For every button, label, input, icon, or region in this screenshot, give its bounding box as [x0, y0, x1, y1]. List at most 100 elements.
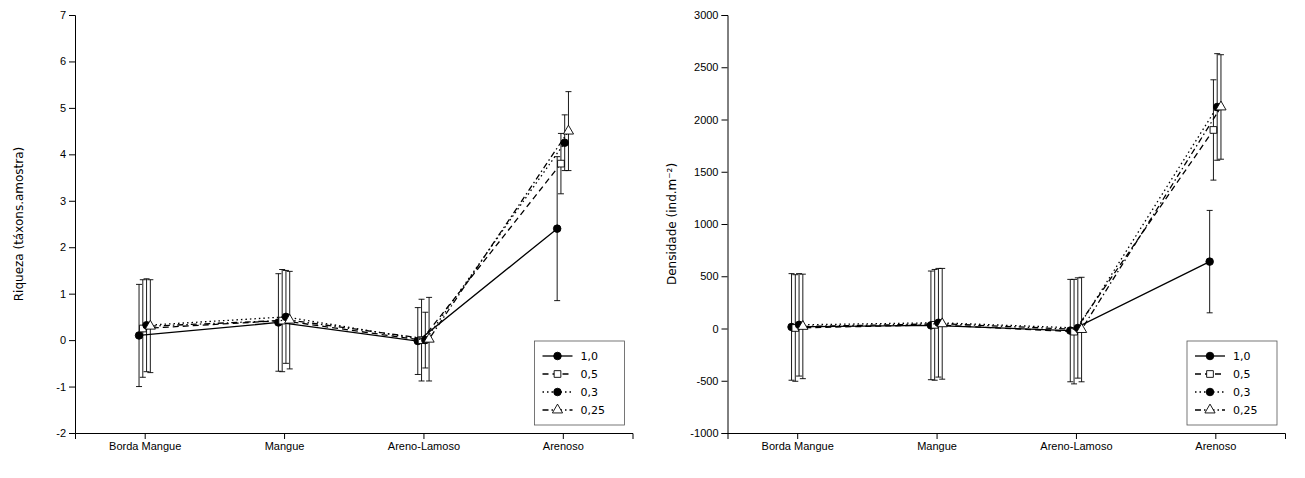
- y-axis: -1000-500050010001500200025003000: [690, 9, 728, 439]
- series-line: [139, 229, 557, 341]
- legend-box: [535, 341, 625, 425]
- x-tick-mark: [1076, 433, 1077, 439]
- marker: [561, 139, 569, 147]
- y-tick-mark: [722, 15, 728, 16]
- error-bar: [562, 115, 568, 171]
- y-tick-label: 6: [60, 55, 66, 67]
- marker: [1216, 101, 1226, 110]
- y-tick-label: 1000: [694, 218, 718, 230]
- x-tick: Borda Mangue: [109, 433, 181, 452]
- y-tick: 3000: [694, 9, 727, 21]
- y-tick: 1500: [694, 166, 727, 178]
- y-tick-mark: [69, 387, 75, 388]
- y-tick: -1000: [690, 427, 727, 439]
- series: [788, 210, 1214, 381]
- x-tick-mark: [1215, 433, 1216, 439]
- series: [143, 115, 569, 372]
- x-tick: Arenoso: [1195, 433, 1236, 452]
- y-tick-label: 0: [712, 323, 718, 335]
- y-tick-mark: [722, 224, 728, 225]
- y-tick-mark: [69, 201, 75, 202]
- legend-item: 0,25: [543, 404, 606, 417]
- legend-marker: [552, 404, 562, 413]
- legend: 1,0 0,5 0,3 0,25: [535, 341, 625, 425]
- x-tick-label: Arenoso: [1195, 440, 1236, 452]
- series-line: [803, 107, 1221, 330]
- marker: [1076, 324, 1086, 333]
- y-tick-mark: [69, 294, 75, 295]
- y-tick: 5: [60, 102, 75, 114]
- series: [792, 80, 1217, 384]
- y-tick: 1000: [694, 218, 727, 230]
- marker: [798, 321, 808, 330]
- plot-area: [135, 92, 573, 387]
- y-tick-mark: [69, 154, 75, 155]
- legend-label: 0,3: [581, 386, 599, 399]
- series: [798, 55, 1226, 382]
- x-tick-label: Borda Mangue: [762, 440, 834, 452]
- y-axis-line: [69, 16, 76, 434]
- y-tick-label: 4: [60, 148, 66, 160]
- y-axis-title: Riqueza (táxons.amostra): [12, 147, 26, 302]
- y-tick: 500: [700, 270, 727, 282]
- error-bar: [1210, 80, 1216, 180]
- series: [135, 157, 561, 387]
- y-tick-label: -1000: [690, 427, 718, 439]
- legend-label: 0,5: [581, 368, 599, 381]
- y-tick-label: -2: [56, 427, 66, 439]
- marker: [424, 333, 434, 342]
- y-tick-label: 1500: [694, 166, 718, 178]
- y-tick: 7: [60, 9, 75, 21]
- y-tick: -1: [56, 381, 75, 393]
- y-tick-label: 5: [60, 102, 66, 114]
- x-tick: Areno-Lamoso: [1040, 433, 1112, 452]
- error-bar: [1207, 210, 1213, 312]
- y-tick-label: 1: [60, 288, 66, 300]
- error-bar: [554, 157, 560, 301]
- legend-label: 1,0: [1233, 350, 1251, 363]
- x-tick-label: Areno-Lamoso: [1040, 440, 1112, 452]
- x-tick-label: Arenoso: [543, 440, 584, 452]
- y-tick-mark: [722, 381, 728, 382]
- marker: [1206, 258, 1214, 266]
- x-axis: Borda MangueMangueAreno-LamosoArenoso: [76, 433, 634, 452]
- error-bar: [136, 284, 142, 386]
- legend-item: 1,0: [543, 350, 599, 363]
- legend-label: 0,25: [581, 404, 606, 417]
- x-tick: Borda Mangue: [762, 433, 834, 452]
- legend-item: 0,3: [543, 386, 599, 399]
- y-tick: 2: [60, 241, 75, 253]
- legend-item: 0,25: [1195, 404, 1258, 417]
- marker: [937, 318, 947, 327]
- x-tick: Areno-Lamoso: [388, 433, 460, 452]
- y-tick: 0: [60, 334, 75, 346]
- y-tick-label: 2000: [694, 114, 718, 126]
- y-tick: 0: [712, 323, 727, 335]
- marker: [135, 332, 143, 340]
- x-tick: Arenoso: [543, 433, 584, 452]
- y-tick-mark: [69, 340, 75, 341]
- x-tick-mark: [563, 433, 564, 439]
- legend-item: 0,5: [543, 368, 599, 381]
- y-tick: -2: [56, 427, 75, 439]
- legend-marker: [1206, 388, 1214, 396]
- legend-item: 0,3: [1195, 386, 1251, 399]
- panel: -1000-500050010001500200025003000Borda M…: [665, 9, 1286, 452]
- y-tick: -500: [696, 375, 727, 387]
- y-tick: 1: [60, 288, 75, 300]
- y-tick-label: -1: [56, 381, 66, 393]
- y-tick-label: 3000: [694, 9, 718, 21]
- series: [145, 92, 573, 381]
- legend-label: 0,5: [1233, 368, 1251, 381]
- legend-label: 0,25: [1233, 404, 1258, 417]
- legend-marker: [1207, 371, 1214, 378]
- series-line: [799, 107, 1217, 328]
- x-tick-mark: [797, 433, 798, 439]
- x-tick: Mangue: [917, 433, 957, 452]
- marker: [1210, 127, 1217, 134]
- series-line: [150, 131, 568, 339]
- y-tick-mark: [69, 433, 75, 434]
- x-tick-label: Mangue: [917, 440, 957, 452]
- y-tick-label: 2: [60, 241, 66, 253]
- y-tick-label: 3: [60, 195, 66, 207]
